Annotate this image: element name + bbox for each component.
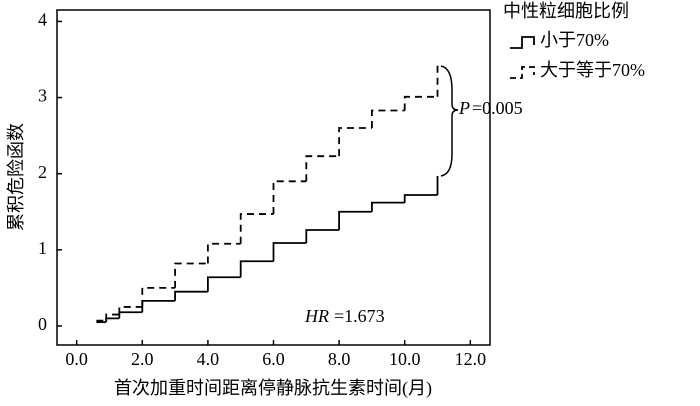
step-segment — [105, 313, 120, 321]
step-segment — [141, 299, 176, 313]
step-segment — [118, 306, 143, 315]
y-tick-label: 0 — [38, 314, 47, 334]
legend-swatch — [510, 36, 535, 49]
hr-symbol: HR — [304, 306, 329, 326]
step-segment — [272, 242, 307, 262]
step-segment — [239, 213, 274, 244]
step-segment — [239, 260, 274, 278]
x-tick-label: 4.0 — [197, 349, 220, 369]
x-tick-label: 0.0 — [65, 349, 88, 369]
legend-swatch — [510, 66, 535, 79]
step-segment — [206, 276, 241, 292]
bracket — [440, 65, 459, 177]
legend-label: 大于等于70% — [540, 60, 645, 80]
step-segment — [272, 180, 307, 215]
y-tick-label: 1 — [38, 238, 47, 258]
y-tick-label: 4 — [38, 10, 47, 30]
hr-value: =1.673 — [334, 306, 385, 326]
x-tick-label: 8.0 — [328, 349, 351, 369]
y-axis-label: 累积危险函数 — [6, 123, 26, 231]
step-segment — [174, 290, 208, 301]
y-tick-label: 3 — [38, 86, 47, 106]
step-segment — [206, 242, 241, 264]
step-segment — [305, 155, 340, 182]
x-tick-label: 10.0 — [389, 349, 421, 369]
x-tick-label: 2.0 — [131, 349, 154, 369]
step-segment — [371, 201, 405, 212]
legend-title: 中性粒细胞比例 — [503, 1, 629, 21]
y-tick-label: 2 — [38, 162, 47, 182]
step-segment — [338, 210, 372, 231]
step-segment — [338, 127, 372, 157]
x-axis-label: 首次加重时间距离停静脉抗生素时间(月) — [114, 378, 432, 399]
step-segment — [174, 262, 208, 288]
x-tick-label: 12.0 — [455, 349, 487, 369]
step-segment — [305, 229, 340, 243]
x-tick-label: 6.0 — [262, 349, 285, 369]
step-segment — [403, 194, 438, 203]
step-segment — [118, 311, 143, 319]
step-segment — [371, 109, 405, 129]
p-symbol: P — [458, 98, 470, 118]
step-segment — [141, 286, 176, 307]
step-segment — [403, 95, 438, 111]
plot-frame — [56, 9, 491, 346]
p-value: =0.005 — [472, 98, 523, 118]
legend-label: 小于70% — [540, 30, 609, 50]
step-segment — [105, 317, 120, 323]
